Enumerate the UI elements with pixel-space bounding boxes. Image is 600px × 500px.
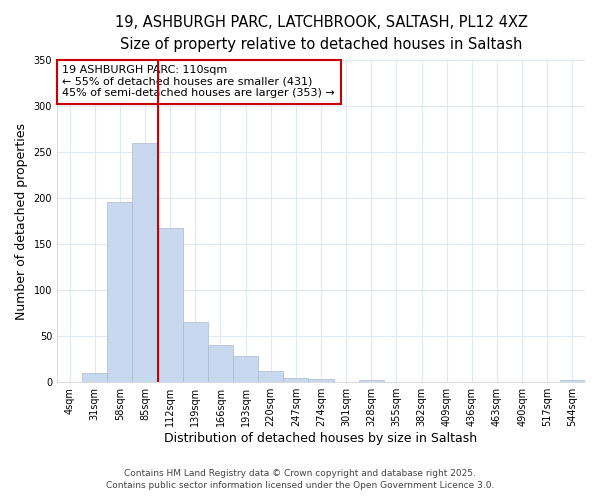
Bar xyxy=(133,143,158,382)
Bar xyxy=(107,202,133,382)
Bar xyxy=(158,228,183,382)
Bar xyxy=(308,380,334,382)
Bar xyxy=(82,373,107,382)
Bar xyxy=(258,371,283,382)
Text: Contains HM Land Registry data © Crown copyright and database right 2025.
Contai: Contains HM Land Registry data © Crown c… xyxy=(106,468,494,490)
Bar xyxy=(183,322,208,382)
X-axis label: Distribution of detached houses by size in Saltash: Distribution of detached houses by size … xyxy=(164,432,478,445)
Y-axis label: Number of detached properties: Number of detached properties xyxy=(15,123,28,320)
Text: 19 ASHBURGH PARC: 110sqm
← 55% of detached houses are smaller (431)
45% of semi-: 19 ASHBURGH PARC: 110sqm ← 55% of detach… xyxy=(62,65,335,98)
Title: 19, ASHBURGH PARC, LATCHBROOK, SALTASH, PL12 4XZ
Size of property relative to de: 19, ASHBURGH PARC, LATCHBROOK, SALTASH, … xyxy=(115,15,527,52)
Bar xyxy=(283,378,308,382)
Bar xyxy=(359,380,384,382)
Bar xyxy=(560,380,585,382)
Bar xyxy=(208,346,233,382)
Bar xyxy=(233,356,258,382)
